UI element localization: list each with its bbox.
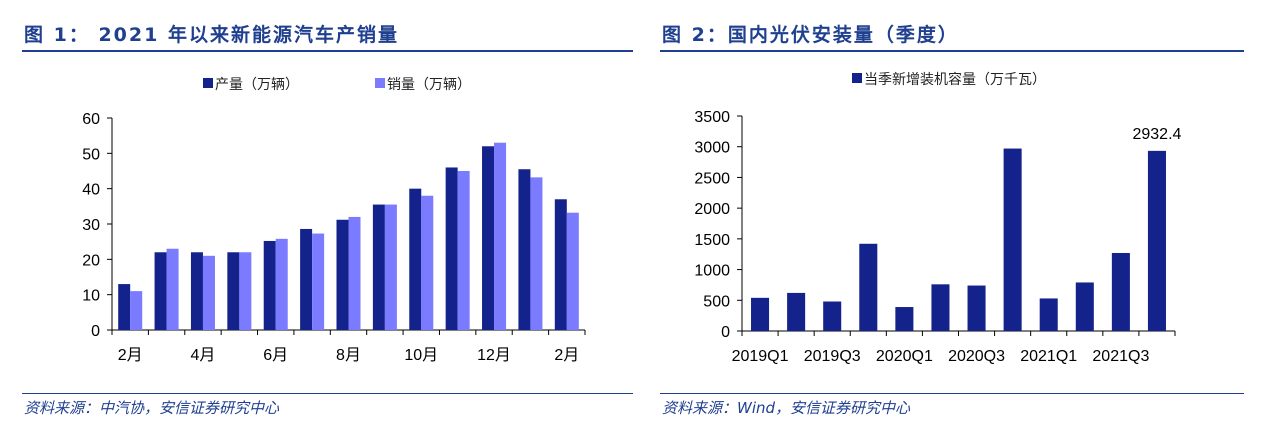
chart0-bar-销量（万辆）-7月 [312, 233, 325, 330]
figure2-title-rule [660, 50, 1244, 52]
chart1-bar-当季新增装机容量（万千瓦）-2021Q4 [1147, 150, 1166, 331]
figure1-source: 资料来源：中汽协，安信证券研究中心 [24, 399, 280, 417]
chart0-y-tick-label: 40 [82, 182, 100, 199]
chart0-bar-产量（万辆）-12月 [482, 146, 495, 330]
chart0-bar-产量（万辆）-11月 [445, 167, 458, 330]
chart0-bar-销量（万辆）-2月 [566, 212, 579, 330]
chart0-bar-销量（万辆）-8月 [348, 216, 361, 330]
chart0-x-tick-label: 6月 [263, 347, 288, 364]
chart0-bar-销量（万辆）-3月 [166, 248, 179, 330]
chart1-bar-当季新增装机容量（万千瓦）-2019Q3 [823, 301, 842, 331]
chart1-x-tick-label: 2019Q3 [804, 348, 861, 365]
chart1-bar-当季新增装机容量（万千瓦）-2020Q2 [931, 284, 950, 331]
chart1-bar-当季新增装机容量（万千瓦）-2021Q3 [1111, 252, 1130, 331]
chart1-bar-当季新增装机容量（万千瓦）-2020Q3 [967, 285, 986, 331]
chart1-bar-当季新增装机容量（万千瓦）-2020Q4 [1003, 148, 1022, 331]
chart0-bar-销量（万辆）-5月 [239, 252, 252, 330]
chart1-bar-当季新增装机容量（万千瓦）-2021Q1 [1039, 298, 1058, 331]
chart0-x-tick-label: 2月 [118, 347, 143, 364]
chart1-y-tick-label: 1000 [694, 263, 730, 280]
chart0-bar-销量（万辆）-12月 [494, 142, 507, 330]
chart1-legend-swatch [852, 73, 862, 83]
chart0-bar-产量（万辆）-6月 [263, 240, 276, 330]
chart1-x-tick-label: 2020Q1 [876, 348, 933, 365]
chart0-y-tick-label: 20 [82, 252, 100, 269]
chart0-bar-产量（万辆）-5月 [227, 252, 240, 330]
chart0-bar-销量（万辆）-9月 [384, 204, 397, 330]
figure2-title: 图 2：国内光伏安装量（季度） [662, 24, 959, 46]
chart0-bar-产量（万辆）-1月 [518, 169, 531, 330]
chart1-x-tick-label: 2021Q3 [1092, 348, 1149, 365]
chart0-bar-产量（万辆）-3月 [154, 252, 167, 330]
chart0-x-tick-label: 4月 [191, 347, 216, 364]
chart0-bar-销量（万辆）-10月 [421, 195, 434, 330]
chart1-bar-当季新增装机容量（万千瓦）-2019Q1 [751, 297, 770, 331]
chart1-y-tick-label: 2500 [694, 170, 730, 187]
chart1-y-tick-label: 0 [721, 324, 730, 341]
chart1-bar-当季新增装机容量（万千瓦）-2020Q1 [895, 307, 914, 331]
chart0-bar-产量（万辆）-9月 [372, 204, 385, 330]
chart1-bar-当季新增装机容量（万千瓦）-2019Q4 [859, 243, 878, 331]
figure1-title-rule [22, 50, 633, 52]
chart0-x-tick-label: 2月 [554, 347, 579, 364]
chart0-y-tick-label: 30 [82, 217, 100, 234]
chart0-bar-销量（万辆）-4月 [202, 255, 215, 330]
chart0-x-tick-label: 12月 [477, 347, 511, 364]
chart1-bar-当季新增装机容量（万千瓦）-2021Q2 [1075, 282, 1094, 331]
figure1-source-rule [22, 393, 633, 394]
chart1-x-tick-label: 2019Q1 [732, 348, 789, 365]
figure2-source: 资料来源：Wind，安信证券研究中心 [662, 399, 911, 417]
chart1-bar-当季新增装机容量（万千瓦）-2019Q2 [787, 292, 806, 331]
chart0-legend-swatch [203, 78, 213, 88]
chart0-y-tick-label: 10 [82, 288, 100, 305]
chart0-legend-swatch [375, 78, 385, 88]
chart1-data-label: 2932.4 [1132, 126, 1181, 143]
chart0-bar-产量（万辆）-10月 [409, 188, 422, 330]
chart1-y-tick-label: 500 [703, 293, 730, 310]
chart1-y-tick-label: 3000 [694, 140, 730, 157]
chart1-x-tick-label: 2021Q1 [1020, 348, 1077, 365]
chart0-bar-产量（万辆）-8月 [336, 219, 349, 330]
chart0-bar-销量（万辆）-11月 [457, 171, 470, 330]
chart0-y-tick-label: 50 [82, 146, 100, 163]
chart0-bar-销量（万辆）-2月 [130, 291, 143, 330]
chart0-x-tick-label: 8月 [336, 347, 361, 364]
figure2-source-rule [660, 393, 1244, 394]
chart1-y-tick-label: 3500 [694, 109, 730, 126]
chart0-y-tick-label: 60 [82, 111, 100, 128]
chart1-y-tick-label: 2000 [694, 201, 730, 218]
chart0-bar-产量（万辆）-4月 [190, 252, 203, 330]
chart0-x-tick-label: 10月 [404, 347, 438, 364]
figure1-title: 图 1： 2021 年以来新能源汽车产销量 [24, 24, 399, 46]
chart1-x-tick-label: 2020Q3 [948, 348, 1005, 365]
chart0-bar-销量（万辆）-6月 [275, 238, 288, 330]
chart1-y-tick-label: 1500 [694, 232, 730, 249]
chart0-bar-产量（万辆）-2月 [118, 284, 131, 330]
chart0-legend-label: 销量（万辆） [387, 77, 471, 93]
chart0-bar-销量（万辆）-1月 [530, 177, 543, 330]
chart0-legend-label: 产量（万辆） [215, 77, 299, 93]
chart1-legend-label: 当季新增装机容量（万千瓦） [864, 71, 1046, 88]
chart0-y-tick-label: 0 [91, 323, 100, 340]
chart0-bar-产量（万辆）-7月 [300, 228, 313, 330]
chart0-bar-产量（万辆）-2月 [554, 199, 567, 330]
